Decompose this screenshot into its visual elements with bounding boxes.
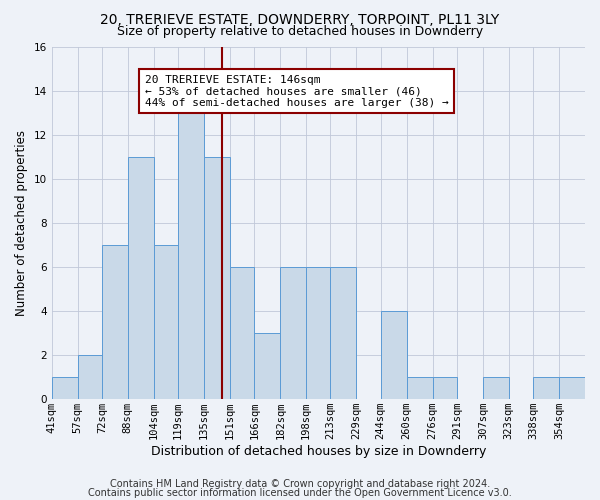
Y-axis label: Number of detached properties: Number of detached properties	[15, 130, 28, 316]
Text: Contains public sector information licensed under the Open Government Licence v3: Contains public sector information licen…	[88, 488, 512, 498]
Bar	[331, 266, 356, 398]
Bar	[128, 156, 154, 398]
Text: 20, TRERIEVE ESTATE, DOWNDERRY, TORPOINT, PL11 3LY: 20, TRERIEVE ESTATE, DOWNDERRY, TORPOINT…	[100, 12, 500, 26]
Text: Contains HM Land Registry data © Crown copyright and database right 2024.: Contains HM Land Registry data © Crown c…	[110, 479, 490, 489]
Text: Size of property relative to detached houses in Downderry: Size of property relative to detached ho…	[117, 25, 483, 38]
Bar	[433, 376, 457, 398]
Bar	[178, 112, 204, 399]
Bar	[559, 376, 585, 398]
Bar	[254, 332, 280, 398]
Bar	[483, 376, 509, 398]
Bar	[230, 266, 254, 398]
Bar	[407, 376, 433, 398]
Bar	[280, 266, 306, 398]
Bar	[52, 376, 77, 398]
Bar	[533, 376, 559, 398]
X-axis label: Distribution of detached houses by size in Downderry: Distribution of detached houses by size …	[151, 444, 486, 458]
Text: 20 TRERIEVE ESTATE: 146sqm
← 53% of detached houses are smaller (46)
44% of semi: 20 TRERIEVE ESTATE: 146sqm ← 53% of deta…	[145, 74, 449, 108]
Bar	[77, 354, 102, 399]
Bar	[306, 266, 331, 398]
Bar	[154, 244, 178, 398]
Bar	[102, 244, 128, 398]
Bar	[381, 310, 407, 398]
Bar	[204, 156, 230, 398]
